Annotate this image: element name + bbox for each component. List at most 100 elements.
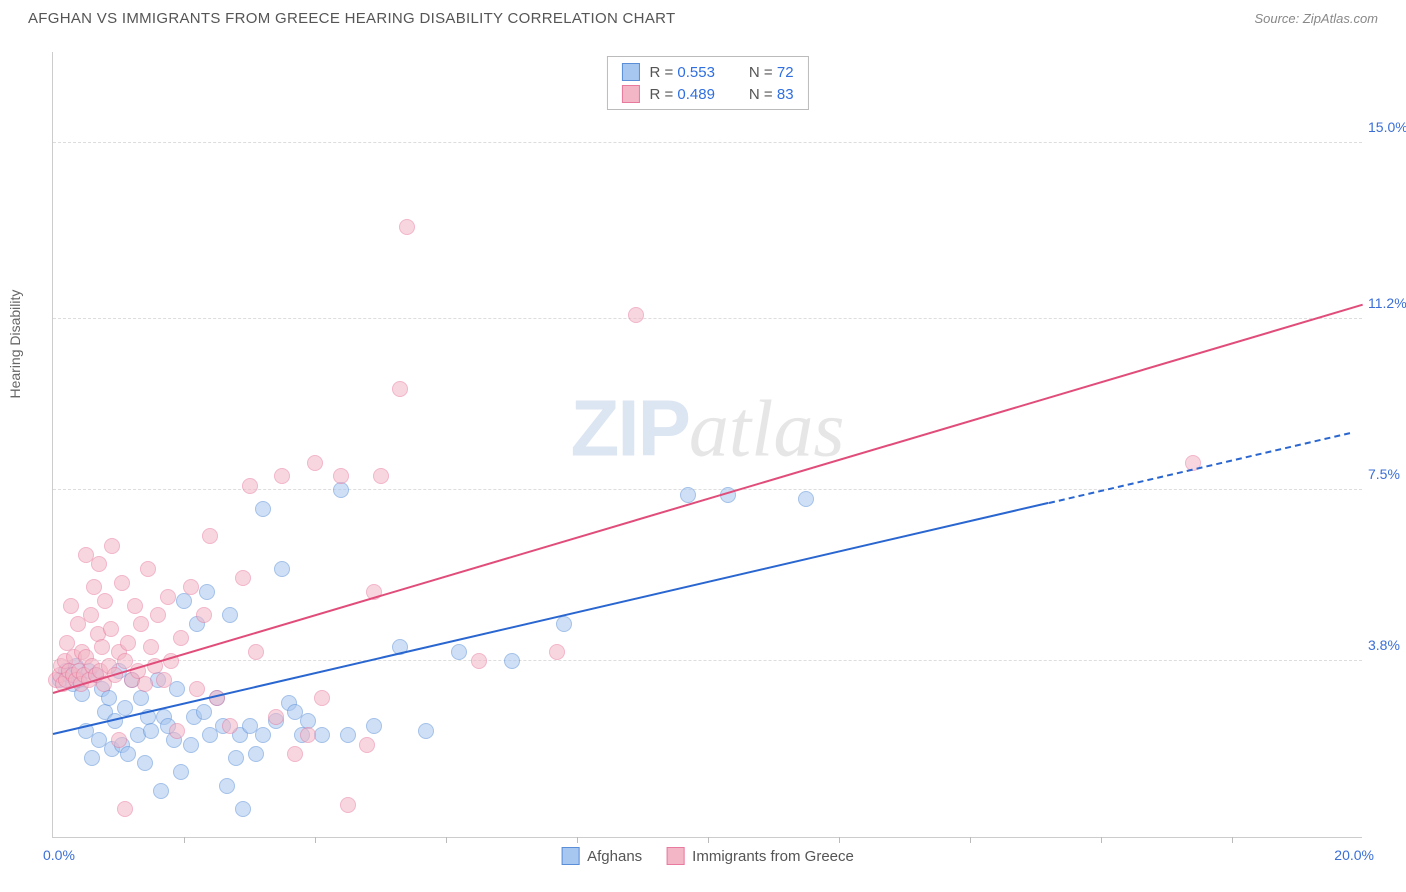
- scatter-point-greece: [169, 723, 185, 739]
- scatter-point-afghans: [333, 482, 349, 498]
- scatter-point-greece: [127, 598, 143, 614]
- scatter-point-afghans: [228, 750, 244, 766]
- scatter-point-afghans: [120, 746, 136, 762]
- scatter-point-afghans: [680, 487, 696, 503]
- scatter-point-greece: [91, 556, 107, 572]
- scatter-point-greece: [242, 478, 258, 494]
- scatter-point-greece: [120, 635, 136, 651]
- scatter-point-greece: [196, 607, 212, 623]
- scatter-point-greece: [392, 381, 408, 397]
- scatter-point-afghans: [183, 737, 199, 753]
- watermark-zip: ZIP: [570, 383, 688, 472]
- scatter-point-greece: [628, 307, 644, 323]
- scatter-point-greece: [333, 468, 349, 484]
- chart-plot-area: ZIPatlas Hearing Disability 0.0% 20.0% R…: [52, 52, 1362, 838]
- scatter-point-afghans: [196, 704, 212, 720]
- scatter-point-greece: [235, 570, 251, 586]
- scatter-point-afghans: [504, 653, 520, 669]
- scatter-point-greece: [103, 621, 119, 637]
- legend-stats-box: R = 0.553 N = 72 R = 0.489 N = 83: [606, 56, 808, 110]
- y-tick-label: 15.0%: [1368, 119, 1406, 135]
- scatter-point-afghans: [274, 561, 290, 577]
- legend-label: Immigrants from Greece: [692, 848, 854, 865]
- legend-swatch: [621, 85, 639, 103]
- legend-item-greece: Immigrants from Greece: [666, 847, 854, 865]
- y-tick-label: 7.5%: [1368, 466, 1406, 482]
- scatter-point-afghans: [248, 746, 264, 762]
- scatter-point-afghans: [117, 700, 133, 716]
- legend-stats-row-afghans: R = 0.553 N = 72: [607, 61, 807, 83]
- legend-swatch: [561, 847, 579, 865]
- scatter-point-afghans: [418, 723, 434, 739]
- x-tick: [1232, 837, 1233, 843]
- scatter-point-afghans: [556, 616, 572, 632]
- legend-r-label: R = 0.553: [649, 64, 714, 81]
- x-tick: [839, 837, 840, 843]
- x-tick: [446, 837, 447, 843]
- scatter-point-greece: [173, 630, 189, 646]
- scatter-point-greece: [340, 797, 356, 813]
- scatter-point-greece: [189, 681, 205, 697]
- scatter-point-greece: [111, 732, 127, 748]
- legend-series: Afghans Immigrants from Greece: [561, 847, 854, 865]
- scatter-point-afghans: [137, 755, 153, 771]
- scatter-point-afghans: [798, 491, 814, 507]
- scatter-point-afghans: [255, 727, 271, 743]
- x-tick: [577, 837, 578, 843]
- legend-r-label: R = 0.489: [649, 86, 714, 103]
- scatter-point-greece: [104, 538, 120, 554]
- scatter-point-greece: [140, 561, 156, 577]
- scatter-point-afghans: [255, 501, 271, 517]
- trendline: [53, 303, 1364, 693]
- scatter-point-greece: [287, 746, 303, 762]
- legend-n-label: N = 83: [749, 86, 794, 103]
- gridline-h: [53, 142, 1362, 143]
- scatter-point-greece: [359, 737, 375, 753]
- scatter-point-afghans: [84, 750, 100, 766]
- scatter-point-greece: [94, 639, 110, 655]
- scatter-point-afghans: [153, 783, 169, 799]
- x-tick: [708, 837, 709, 843]
- scatter-point-greece: [202, 528, 218, 544]
- scatter-point-afghans: [222, 607, 238, 623]
- trendline: [1048, 432, 1350, 504]
- scatter-point-greece: [314, 690, 330, 706]
- scatter-point-greece: [248, 644, 264, 660]
- legend-label: Afghans: [587, 848, 642, 865]
- scatter-point-greece: [399, 219, 415, 235]
- scatter-point-greece: [274, 468, 290, 484]
- legend-stats-row-greece: R = 0.489 N = 83: [607, 83, 807, 105]
- scatter-point-afghans: [219, 778, 235, 794]
- scatter-point-afghans: [101, 690, 117, 706]
- y-axis-label: Hearing Disability: [7, 289, 23, 398]
- scatter-point-greece: [222, 718, 238, 734]
- gridline-h: [53, 660, 1362, 661]
- scatter-point-greece: [300, 727, 316, 743]
- scatter-point-greece: [150, 607, 166, 623]
- x-axis-max-label: 20.0%: [1334, 847, 1374, 863]
- scatter-point-greece: [307, 455, 323, 471]
- legend-n-label: N = 72: [749, 64, 794, 81]
- x-tick: [184, 837, 185, 843]
- scatter-point-greece: [160, 589, 176, 605]
- scatter-point-afghans: [199, 584, 215, 600]
- scatter-point-greece: [97, 593, 113, 609]
- scatter-point-greece: [183, 579, 199, 595]
- scatter-point-afghans: [340, 727, 356, 743]
- legend-swatch: [666, 847, 684, 865]
- scatter-point-greece: [133, 616, 149, 632]
- watermark: ZIPatlas: [570, 382, 844, 475]
- scatter-point-greece: [114, 575, 130, 591]
- scatter-point-greece: [471, 653, 487, 669]
- scatter-point-greece: [63, 598, 79, 614]
- scatter-point-greece: [83, 607, 99, 623]
- scatter-point-afghans: [451, 644, 467, 660]
- y-tick-label: 11.2%: [1368, 295, 1406, 311]
- scatter-point-greece: [143, 639, 159, 655]
- watermark-atlas: atlas: [689, 385, 845, 473]
- scatter-point-afghans: [173, 764, 189, 780]
- legend-swatch: [621, 63, 639, 81]
- scatter-point-greece: [156, 672, 172, 688]
- scatter-point-afghans: [176, 593, 192, 609]
- scatter-point-afghans: [143, 723, 159, 739]
